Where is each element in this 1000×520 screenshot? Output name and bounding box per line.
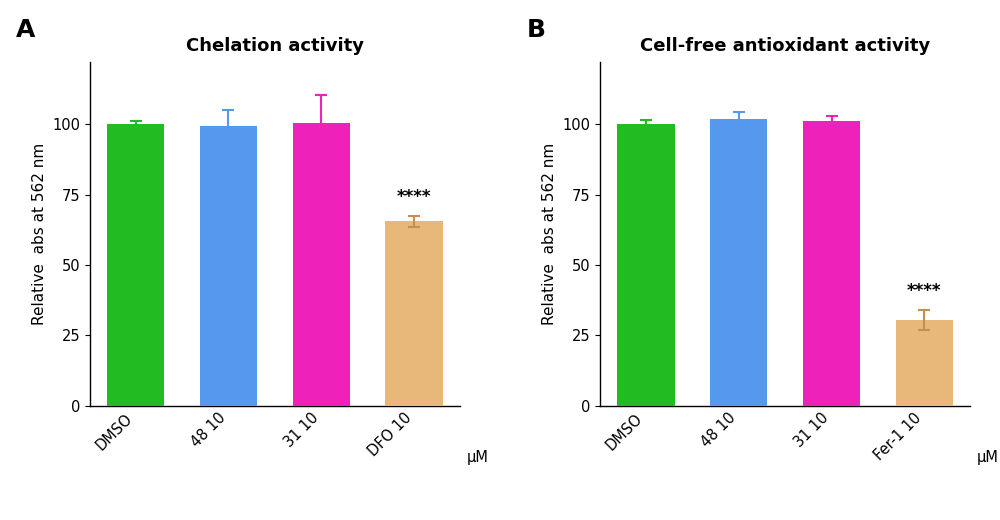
Bar — [710, 119, 767, 406]
Text: A: A — [16, 18, 35, 42]
Text: μM: μM — [977, 450, 999, 465]
Bar — [200, 126, 257, 406]
Bar — [107, 124, 164, 406]
Text: μM: μM — [467, 450, 489, 465]
Bar — [385, 222, 443, 406]
Y-axis label: Relative  abs at 562 nm: Relative abs at 562 nm — [32, 143, 47, 325]
Title: Chelation activity: Chelation activity — [186, 37, 364, 55]
Text: ****: **** — [907, 282, 942, 300]
Text: B: B — [526, 18, 545, 42]
Title: Cell-free antioxidant activity: Cell-free antioxidant activity — [640, 37, 930, 55]
Bar — [617, 124, 675, 406]
Text: ****: **** — [397, 188, 431, 206]
Y-axis label: Relative  abs at 562 nm: Relative abs at 562 nm — [542, 143, 557, 325]
Bar — [803, 122, 860, 406]
Bar — [896, 320, 953, 406]
Bar — [293, 123, 350, 406]
